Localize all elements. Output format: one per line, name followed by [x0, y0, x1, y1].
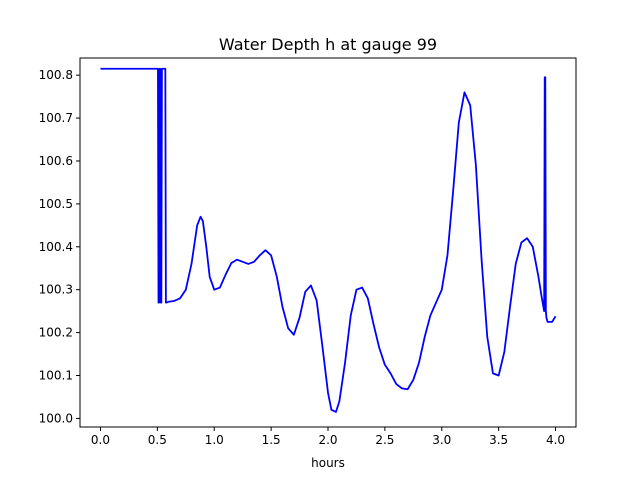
y-tick-label: 100.5	[39, 197, 73, 211]
x-tick-label: 1.0	[205, 433, 224, 447]
y-tick-label: 100.3	[39, 283, 73, 297]
x-tick-label: 2.5	[375, 433, 394, 447]
x-tick-label: 0.5	[148, 433, 167, 447]
y-tick-label: 100.2	[39, 326, 73, 340]
x-tick-label: 4.0	[546, 433, 565, 447]
x-axis-label: hours	[311, 456, 345, 470]
x-tick-label: 2.0	[318, 433, 337, 447]
series-line-0	[100, 67, 557, 413]
y-tick-label: 100.1	[39, 369, 73, 383]
y-tick-label: 100.7	[39, 111, 73, 125]
y-tick-label: 100.4	[39, 240, 73, 254]
y-tick-label: 100.8	[39, 68, 73, 82]
chart-title: Water Depth h at gauge 99	[219, 35, 437, 54]
x-tick-label: 0.0	[91, 433, 110, 447]
x-tick-label: 1.5	[262, 433, 281, 447]
x-tick-label: 3.0	[432, 433, 451, 447]
x-tick-label: 3.5	[489, 433, 508, 447]
y-tick-label: 100.6	[39, 154, 73, 168]
y-tick-label: 100.0	[39, 411, 73, 425]
